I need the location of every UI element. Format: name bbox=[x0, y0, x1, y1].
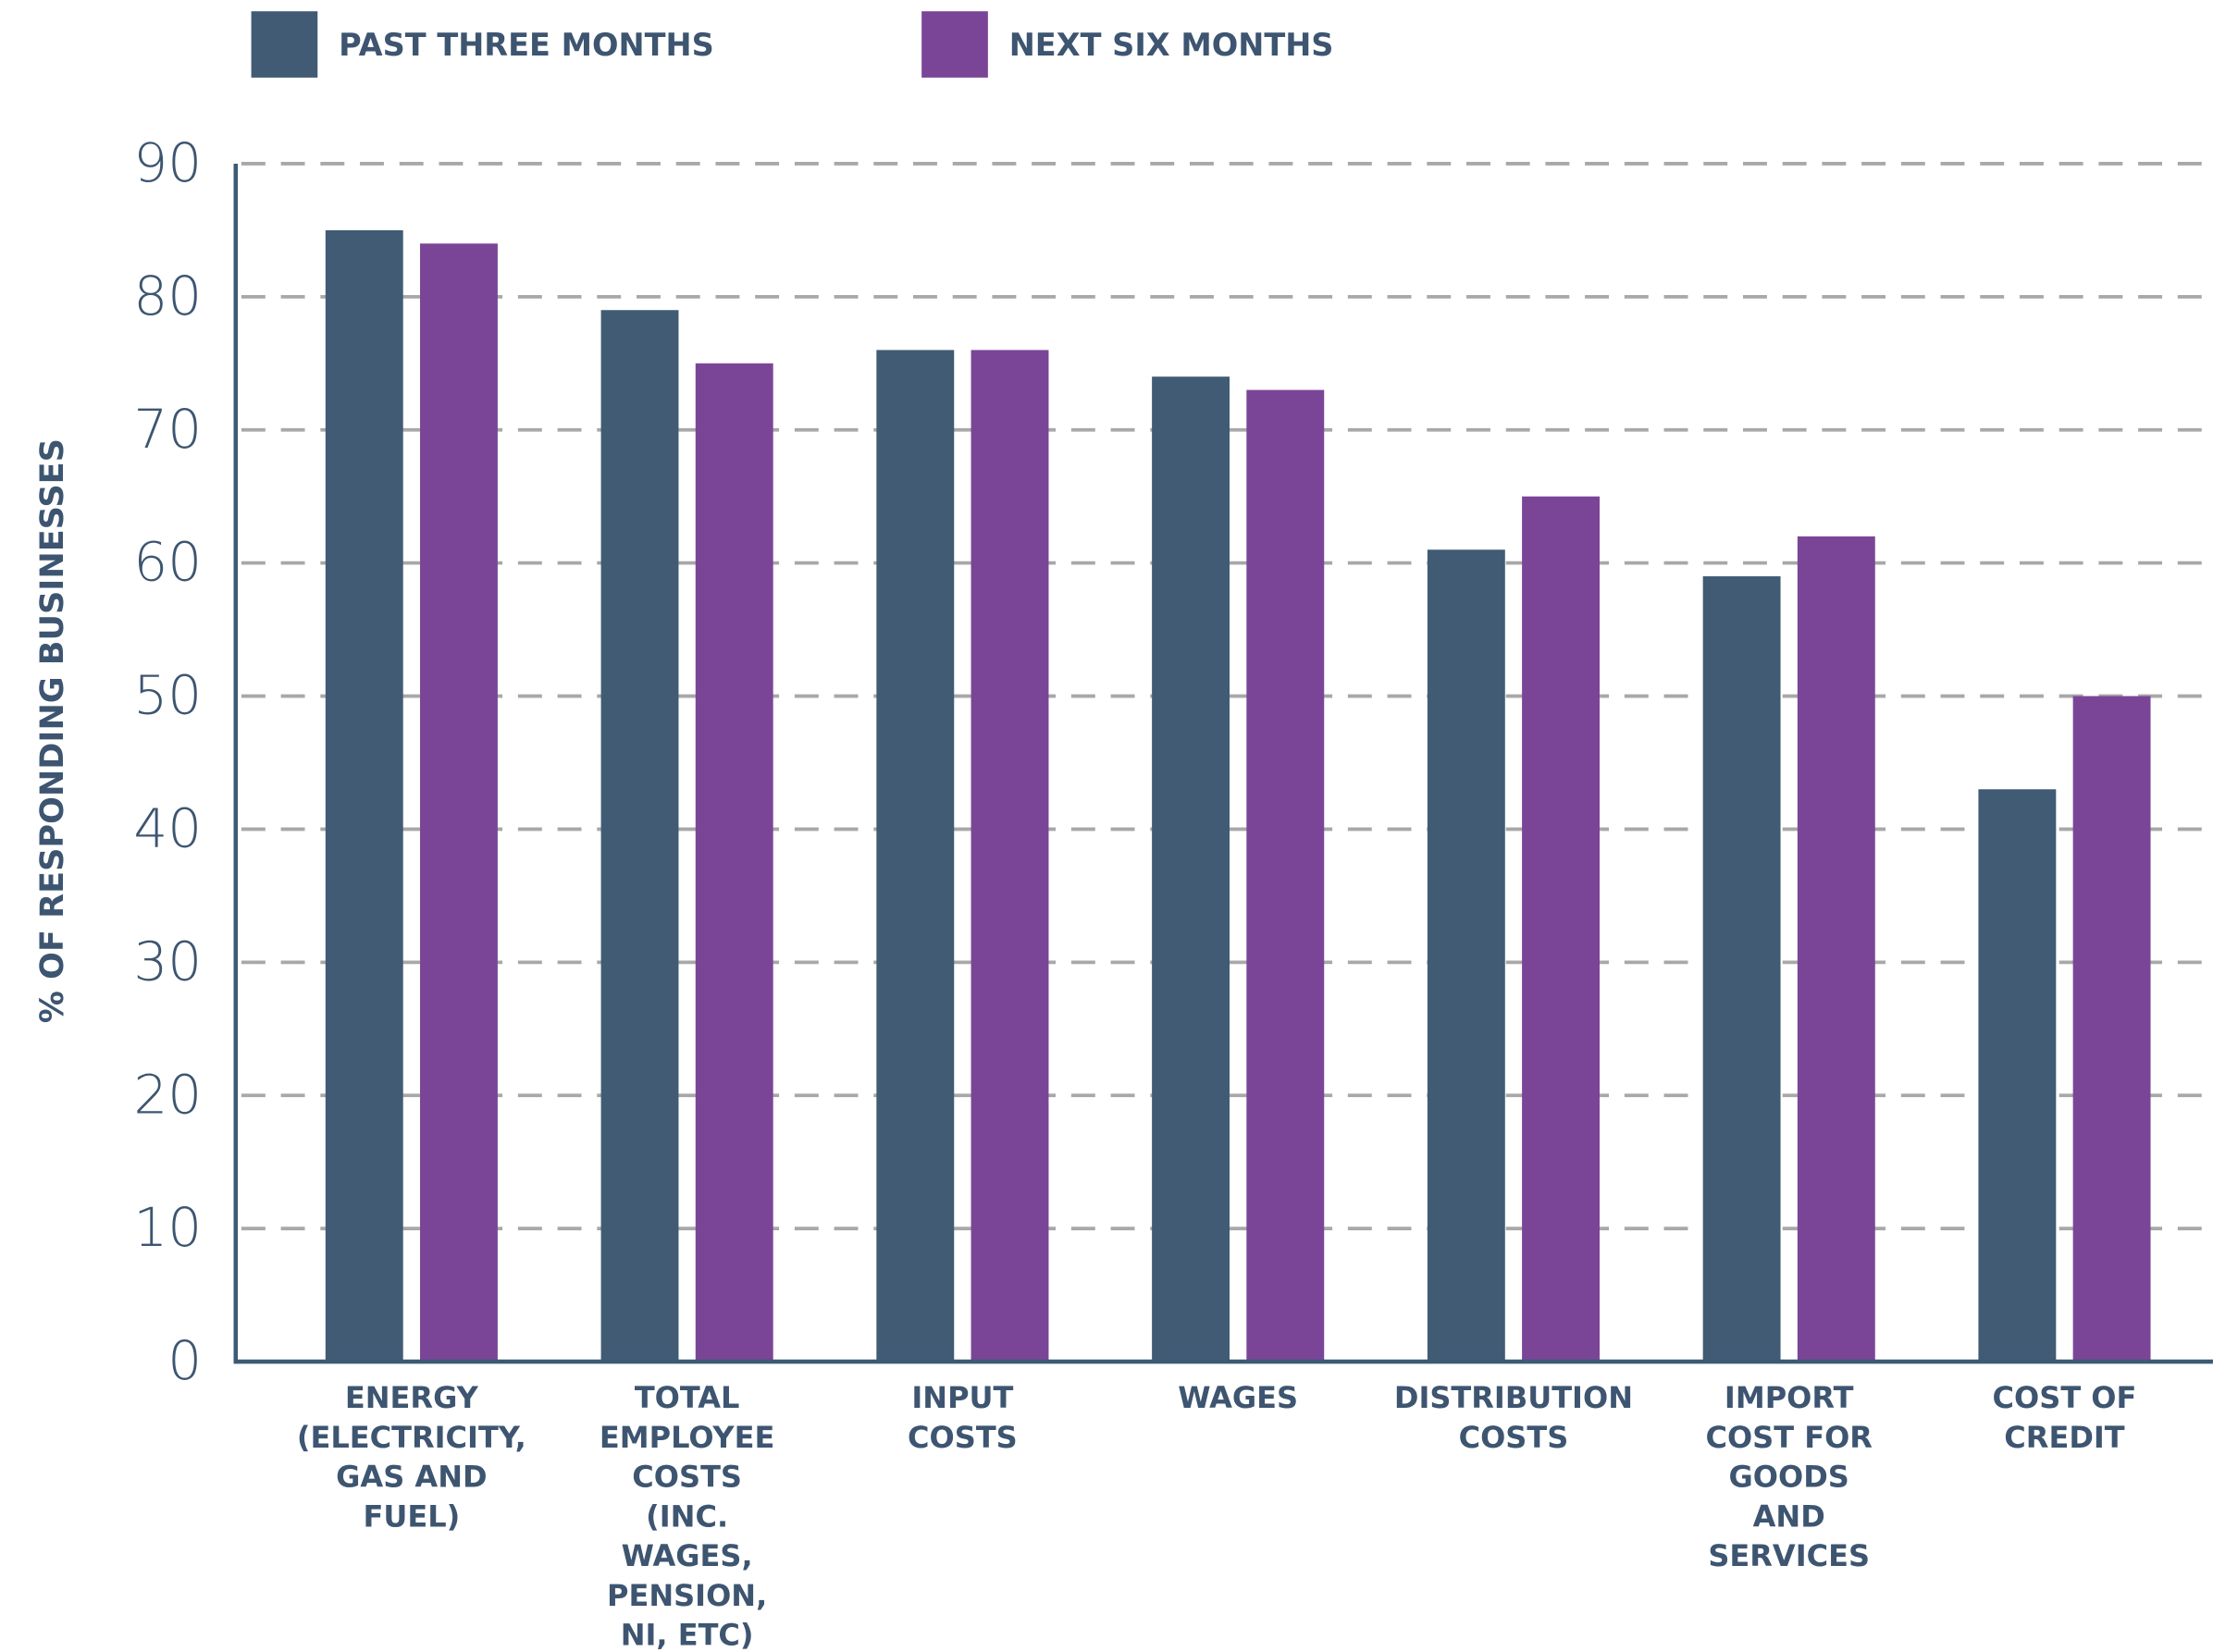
y-tick-label: 40 bbox=[133, 797, 202, 860]
y-tick-label: 20 bbox=[133, 1063, 202, 1126]
bar bbox=[1702, 576, 1781, 1362]
x-tick-line: TOTAL bbox=[635, 1380, 740, 1415]
y-axis-label: % OF RESPONDING BUSINESSES bbox=[33, 438, 71, 1023]
bar bbox=[1797, 536, 1875, 1362]
x-tick-line: COSTS bbox=[632, 1460, 742, 1495]
x-tick-line: WAGES, bbox=[622, 1538, 753, 1573]
legend-swatch bbox=[921, 11, 988, 78]
bar bbox=[1978, 789, 2057, 1362]
bar bbox=[695, 363, 773, 1362]
x-tick-line: DISTRIBUTION bbox=[1394, 1380, 1633, 1415]
x-tick-line: IMPORT bbox=[1725, 1380, 1854, 1415]
x-tick-label: DISTRIBUTION COSTS bbox=[1394, 1380, 1633, 1455]
x-tick-label: WAGES bbox=[1178, 1380, 1298, 1415]
x-tick-label: ENERGY (ELECTRICITY, GAS AND FUEL) bbox=[297, 1380, 526, 1534]
x-tick-line: AND bbox=[1753, 1498, 1825, 1534]
x-tick-label: INPUT COSTS bbox=[908, 1380, 1018, 1455]
y-tick-label: 30 bbox=[133, 930, 202, 992]
y-tick-label: 60 bbox=[133, 531, 202, 594]
x-tick-line: COSTS bbox=[908, 1420, 1018, 1455]
bar bbox=[600, 310, 679, 1362]
y-tick-label: 50 bbox=[133, 664, 202, 727]
x-tick-label: TOTAL EMPLOYEE COSTS (INC. WAGES, PENSION, NI,… bbox=[600, 1380, 774, 1652]
x-tick-line: COSTS bbox=[1459, 1420, 1569, 1455]
y-tick-label: 10 bbox=[133, 1196, 202, 1259]
x-tick-label: IMPORT COST FOR GOODS AND SERVICES bbox=[1705, 1380, 1873, 1573]
x-tick-line: GOODS bbox=[1729, 1460, 1849, 1495]
y-tick-label: 70 bbox=[133, 398, 202, 461]
x-tick-line: GAS AND bbox=[336, 1460, 487, 1495]
x-tick-line: FUEL) bbox=[363, 1498, 460, 1534]
x-tick-line: NI, ETC) bbox=[621, 1618, 754, 1652]
bar bbox=[971, 350, 1049, 1362]
x-tick-line: COST OF bbox=[1993, 1380, 2137, 1415]
x-tick-label: COST OF CREDIT bbox=[1993, 1380, 2137, 1455]
legend-label: NEXT SIX MONTHS bbox=[1009, 27, 1334, 63]
bar bbox=[1152, 376, 1230, 1362]
bar bbox=[1522, 496, 1600, 1362]
x-tick-line: CREDIT bbox=[2004, 1420, 2125, 1455]
y-tick-label: 80 bbox=[133, 265, 202, 327]
legend-label: PAST THREE MONTHS bbox=[339, 27, 714, 63]
x-tick-line: ENERGY bbox=[345, 1380, 479, 1415]
x-tick-line: COST FOR bbox=[1705, 1420, 1873, 1455]
bar bbox=[876, 350, 955, 1362]
x-tick-line: PENSION, bbox=[607, 1578, 767, 1613]
bar bbox=[420, 243, 498, 1362]
x-tick-line: (INC. bbox=[646, 1498, 728, 1534]
x-tick-line: WAGES bbox=[1178, 1380, 1298, 1415]
legend-swatch bbox=[251, 11, 318, 78]
bar bbox=[1427, 549, 1505, 1362]
x-tick-line: EMPLOYEE bbox=[600, 1420, 774, 1455]
bar bbox=[1246, 389, 1325, 1362]
x-tick-line: INPUT bbox=[911, 1380, 1013, 1415]
y-tick-label: 0 bbox=[167, 1329, 202, 1392]
bar bbox=[2072, 696, 2151, 1362]
bar bbox=[325, 229, 403, 1362]
x-tick-line: SERVICES bbox=[1708, 1538, 1870, 1573]
x-tick-line: (ELECTRICITY, bbox=[297, 1420, 526, 1455]
y-tick-label: 90 bbox=[133, 131, 202, 194]
